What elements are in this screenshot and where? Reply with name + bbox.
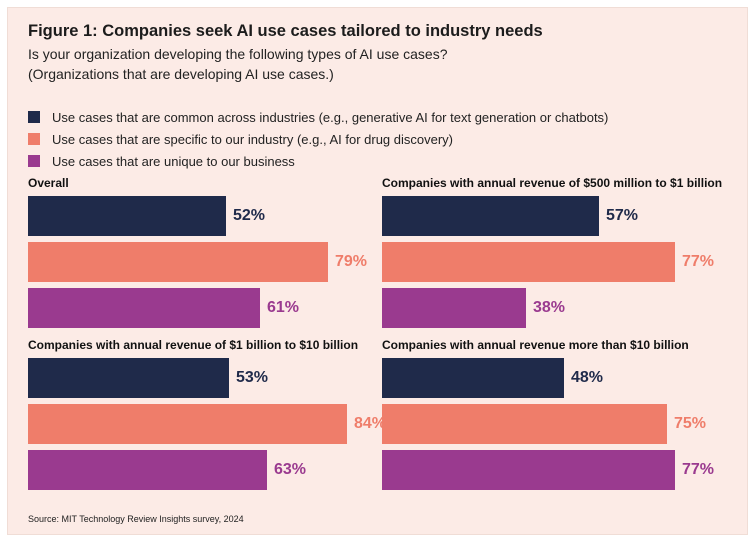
value-label-panel1-industry: 79% xyxy=(335,253,368,270)
value-label-panel2-industry: 77% xyxy=(682,253,715,270)
bar-panel1-industry xyxy=(28,242,328,282)
legend-label-unique: Use cases that are unique to our busines… xyxy=(52,153,295,169)
value-label-panel2-common: 57% xyxy=(606,207,639,224)
panel-title-3: Companies with annual revenue of $1 bill… xyxy=(28,338,359,352)
legend-swatch-unique xyxy=(28,155,40,167)
subtitle-line-2: (Organizations that are developing AI us… xyxy=(28,66,334,82)
subtitle-line-1: Is your organization developing the foll… xyxy=(28,46,448,62)
legend-item-unique: Use cases that are unique to our busines… xyxy=(28,150,608,172)
value-label-panel4-industry: 75% xyxy=(674,415,707,432)
value-label-panel3-common: 53% xyxy=(236,369,269,386)
bar-panel1-common xyxy=(28,196,226,236)
value-label-panel3-industry: 84% xyxy=(354,415,387,432)
bar-panel4-unique xyxy=(382,450,675,490)
legend-swatch-common xyxy=(28,111,40,123)
value-label-panel2-unique: 38% xyxy=(533,299,566,316)
panel-title-1: Overall xyxy=(28,176,69,190)
legend-item-industry: Use cases that are specific to our indus… xyxy=(28,128,608,150)
bar-panel2-common xyxy=(382,196,599,236)
value-label-panel4-common: 48% xyxy=(571,369,604,386)
bar-panel2-industry xyxy=(382,242,675,282)
source-note: Source: MIT Technology Review Insights s… xyxy=(28,514,244,524)
legend-label-common: Use cases that are common across industr… xyxy=(52,109,609,125)
bar-panel3-industry xyxy=(28,404,347,444)
value-label-panel1-unique: 61% xyxy=(267,299,300,316)
bar-panel3-common xyxy=(28,358,229,398)
panel-title-4: Companies with annual revenue more than … xyxy=(382,338,689,352)
legend: Use cases that are common across industr… xyxy=(28,106,608,172)
figure-title: Figure 1: Companies seek AI use cases ta… xyxy=(28,22,543,40)
value-label-panel1-common: 52% xyxy=(233,207,266,224)
bar-panel4-common xyxy=(382,358,564,398)
value-label-panel4-unique: 77% xyxy=(682,461,715,478)
bar-panel1-unique xyxy=(28,288,260,328)
legend-label-industry: Use cases that are specific to our indus… xyxy=(52,131,454,147)
bar-panel4-industry xyxy=(382,404,667,444)
legend-swatch-industry xyxy=(28,133,40,145)
bar-panel2-unique xyxy=(382,288,526,328)
legend-item-common: Use cases that are common across industr… xyxy=(28,106,608,128)
figure-card: Figure 1: Companies seek AI use cases ta… xyxy=(7,7,748,535)
value-label-panel3-unique: 63% xyxy=(274,461,307,478)
figure-subtitle: Is your organization developing the foll… xyxy=(28,44,447,84)
bar-panel3-unique xyxy=(28,450,267,490)
panel-title-2: Companies with annual revenue of $500 mi… xyxy=(382,176,723,190)
